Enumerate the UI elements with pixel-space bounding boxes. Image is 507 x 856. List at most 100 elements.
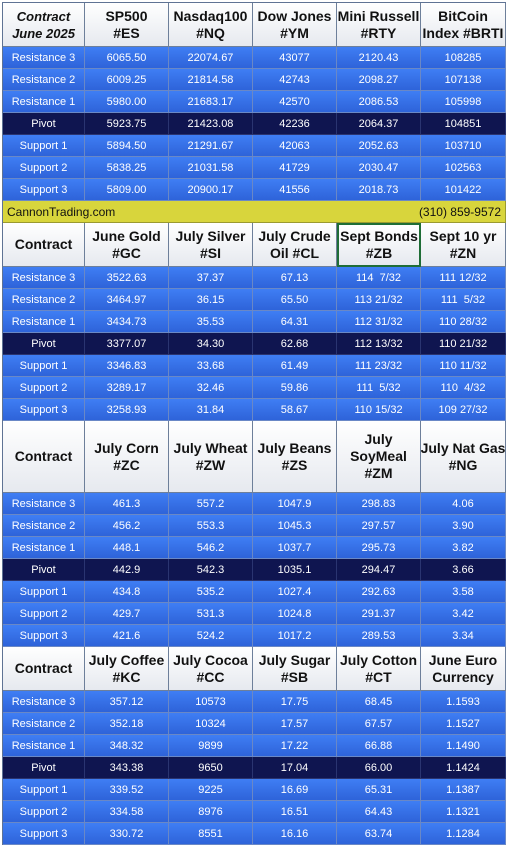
row-label-cell[interactable]: Resistance 1 bbox=[3, 537, 85, 559]
value-cell[interactable]: 6065.50 bbox=[85, 47, 169, 69]
value-cell[interactable]: 3258.93 bbox=[85, 399, 169, 421]
value-cell[interactable]: 110 21/32 bbox=[421, 333, 506, 355]
value-cell[interactable]: 16.51 bbox=[253, 801, 337, 823]
value-cell[interactable]: 352.18 bbox=[85, 713, 169, 735]
header-cell[interactable]: Sept Bonds #ZB bbox=[337, 223, 421, 267]
value-cell[interactable]: 9899 bbox=[169, 735, 253, 757]
value-cell[interactable]: 67.13 bbox=[253, 267, 337, 289]
row-label-cell[interactable]: Resistance 2 bbox=[3, 515, 85, 537]
value-cell[interactable]: 17.04 bbox=[253, 757, 337, 779]
row-label-cell[interactable]: Support 3 bbox=[3, 823, 85, 845]
value-cell[interactable]: 101422 bbox=[421, 179, 506, 201]
value-cell[interactable]: 43077 bbox=[253, 47, 337, 69]
value-cell[interactable]: 59.86 bbox=[253, 377, 337, 399]
value-cell[interactable]: 1.1593 bbox=[421, 691, 506, 713]
value-cell[interactable]: 103710 bbox=[421, 135, 506, 157]
value-cell[interactable]: 3346.83 bbox=[85, 355, 169, 377]
value-cell[interactable]: 9225 bbox=[169, 779, 253, 801]
value-cell[interactable]: 2052.63 bbox=[337, 135, 421, 157]
value-cell[interactable]: 21683.17 bbox=[169, 91, 253, 113]
row-label-cell[interactable]: Support 2 bbox=[3, 377, 85, 399]
header-cell[interactable]: Contract June 2025 bbox=[3, 3, 85, 47]
value-cell[interactable]: 17.57 bbox=[253, 713, 337, 735]
value-cell[interactable]: 111 5/32 bbox=[421, 289, 506, 311]
row-label-cell[interactable]: Resistance 2 bbox=[3, 289, 85, 311]
value-cell[interactable]: 22074.67 bbox=[169, 47, 253, 69]
value-cell[interactable]: 3.42 bbox=[421, 603, 506, 625]
row-label-cell[interactable]: Resistance 1 bbox=[3, 91, 85, 113]
value-cell[interactable]: 107138 bbox=[421, 69, 506, 91]
value-cell[interactable]: 294.47 bbox=[337, 559, 421, 581]
value-cell[interactable]: 1045.3 bbox=[253, 515, 337, 537]
row-label-cell[interactable]: Resistance 3 bbox=[3, 47, 85, 69]
header-cell[interactable]: Mini Russell #RTY bbox=[337, 3, 421, 47]
value-cell[interactable]: 1.1321 bbox=[421, 801, 506, 823]
value-cell[interactable]: 1.1284 bbox=[421, 823, 506, 845]
row-label-cell[interactable]: Pivot bbox=[3, 113, 85, 135]
row-label-cell[interactable]: Resistance 3 bbox=[3, 493, 85, 515]
banner-website[interactable]: CannonTrading.com bbox=[7, 204, 116, 219]
value-cell[interactable]: 1.1387 bbox=[421, 779, 506, 801]
value-cell[interactable]: 20900.17 bbox=[169, 179, 253, 201]
header-cell[interactable]: June Gold #GC bbox=[85, 223, 169, 267]
header-cell[interactable]: July Wheat #ZW bbox=[169, 421, 253, 493]
value-cell[interactable]: 434.8 bbox=[85, 581, 169, 603]
header-cell[interactable]: Nasdaq100 #NQ bbox=[169, 3, 253, 47]
row-label-cell[interactable]: Resistance 2 bbox=[3, 713, 85, 735]
value-cell[interactable]: 111 5/32 bbox=[337, 377, 421, 399]
header-cell[interactable]: BitCoin Index #BRTI bbox=[421, 3, 506, 47]
value-cell[interactable]: 113 21/32 bbox=[337, 289, 421, 311]
value-cell[interactable]: 1024.8 bbox=[253, 603, 337, 625]
value-cell[interactable]: 1047.9 bbox=[253, 493, 337, 515]
value-cell[interactable]: 1037.7 bbox=[253, 537, 337, 559]
row-label-cell[interactable]: Pivot bbox=[3, 757, 85, 779]
value-cell[interactable]: 21814.58 bbox=[169, 69, 253, 91]
value-cell[interactable]: 2030.47 bbox=[337, 157, 421, 179]
value-cell[interactable]: 34.30 bbox=[169, 333, 253, 355]
value-cell[interactable]: 10573 bbox=[169, 691, 253, 713]
value-cell[interactable]: 5838.25 bbox=[85, 157, 169, 179]
value-cell[interactable]: 5980.00 bbox=[85, 91, 169, 113]
header-cell[interactable]: Contract bbox=[3, 223, 85, 267]
value-cell[interactable]: 41556 bbox=[253, 179, 337, 201]
value-cell[interactable]: 3289.17 bbox=[85, 377, 169, 399]
value-cell[interactable]: 348.32 bbox=[85, 735, 169, 757]
value-cell[interactable]: 67.57 bbox=[337, 713, 421, 735]
value-cell[interactable]: 3.82 bbox=[421, 537, 506, 559]
value-cell[interactable]: 456.2 bbox=[85, 515, 169, 537]
value-cell[interactable]: 21423.08 bbox=[169, 113, 253, 135]
header-cell[interactable]: Sept 10 yr #ZN bbox=[421, 223, 506, 267]
header-cell[interactable]: July Coffee #KC bbox=[85, 647, 169, 691]
header-cell[interactable]: July Corn #ZC bbox=[85, 421, 169, 493]
value-cell[interactable]: 9650 bbox=[169, 757, 253, 779]
value-cell[interactable]: 110 11/32 bbox=[421, 355, 506, 377]
value-cell[interactable]: 108285 bbox=[421, 47, 506, 69]
row-label-cell[interactable]: Support 2 bbox=[3, 157, 85, 179]
header-cell[interactable]: July Nat Gas #NG bbox=[421, 421, 506, 493]
value-cell[interactable]: 105998 bbox=[421, 91, 506, 113]
value-cell[interactable]: 66.88 bbox=[337, 735, 421, 757]
row-label-cell[interactable]: Support 1 bbox=[3, 779, 85, 801]
value-cell[interactable]: 343.38 bbox=[85, 757, 169, 779]
value-cell[interactable]: 110 28/32 bbox=[421, 311, 506, 333]
value-cell[interactable]: 295.73 bbox=[337, 537, 421, 559]
value-cell[interactable]: 298.83 bbox=[337, 493, 421, 515]
value-cell[interactable]: 2086.53 bbox=[337, 91, 421, 113]
value-cell[interactable]: 2064.37 bbox=[337, 113, 421, 135]
value-cell[interactable]: 3.34 bbox=[421, 625, 506, 647]
row-label-cell[interactable]: Support 1 bbox=[3, 581, 85, 603]
row-label-cell[interactable]: Resistance 3 bbox=[3, 691, 85, 713]
header-cell[interactable]: July Silver #SI bbox=[169, 223, 253, 267]
row-label-cell[interactable]: Support 1 bbox=[3, 355, 85, 377]
value-cell[interactable]: 111 12/32 bbox=[421, 267, 506, 289]
header-cell[interactable]: Dow Jones #YM bbox=[253, 3, 337, 47]
header-cell[interactable]: July Sugar #SB bbox=[253, 647, 337, 691]
row-label-cell[interactable]: Resistance 1 bbox=[3, 735, 85, 757]
value-cell[interactable]: 17.22 bbox=[253, 735, 337, 757]
value-cell[interactable]: 1.1527 bbox=[421, 713, 506, 735]
header-cell[interactable]: Contract bbox=[3, 421, 85, 493]
value-cell[interactable]: 3434.73 bbox=[85, 311, 169, 333]
value-cell[interactable]: 17.75 bbox=[253, 691, 337, 713]
value-cell[interactable]: 111 23/32 bbox=[337, 355, 421, 377]
row-label-cell[interactable]: Pivot bbox=[3, 559, 85, 581]
